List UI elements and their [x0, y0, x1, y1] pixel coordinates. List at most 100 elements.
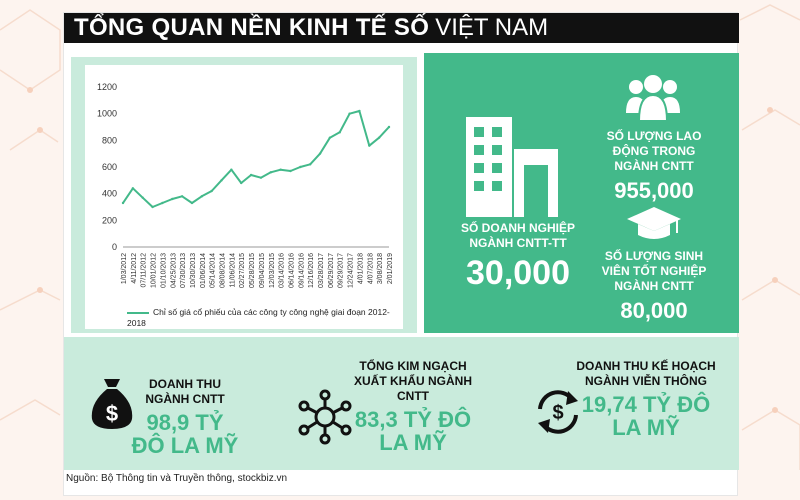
stat-workers-value: 955,000 — [614, 178, 694, 203]
stat-export-label: TỔNG KIM NGẠCH XUẤT KHẨU NGÀNH CNTT — [354, 359, 472, 403]
x-tick-label: 4/11/2012 — [131, 253, 138, 284]
stat-enterprises-value: 30,000 — [466, 254, 570, 292]
data-point — [141, 196, 144, 199]
data-point — [230, 168, 233, 171]
data-point — [289, 169, 292, 173]
stat-enterprises-label: SỐ DOANH NGHIỆP NGÀNH CNTT-TT — [460, 221, 575, 250]
svg-text:$: $ — [552, 402, 563, 424]
data-point — [328, 136, 332, 139]
dollar-cycle-icon: $ — [538, 390, 578, 434]
data-point — [180, 195, 184, 198]
data-point — [377, 136, 381, 139]
infographic-card: TỔNG QUAN NỀN KINH TẾ SỐ VIỆT NAM 0 200 400… — [63, 12, 739, 496]
data-point — [121, 201, 125, 205]
stat-plan: DOANH THU KẾ HOẠCH NGÀNH VIỄN THÔNG 19,7… — [576, 359, 716, 439]
x-tick-label: 1/03/2012 — [121, 253, 128, 284]
data-point — [279, 168, 282, 171]
stat-workers-label: SỐ LƯỢNG LAO ĐỘNG TRONG NGÀNH CNTT — [606, 129, 702, 173]
chart-plot-area: 0 200 400 600 800 1000 1200 1/03/2012 4/11/2012 0… — [85, 65, 403, 329]
x-tick-label: 2/01/2019 — [387, 253, 394, 284]
data-point — [358, 109, 361, 113]
x-tick-label: 09/04/2015 — [259, 253, 266, 288]
data-point — [190, 201, 194, 205]
stat-export-value: 83,3 TỶ ĐÔ LA MỸ — [354, 407, 472, 455]
y-tick-label: 800 — [102, 135, 117, 145]
data-point — [220, 179, 223, 182]
x-tick-label: 05/28/2015 — [249, 253, 256, 288]
y-tick-label: 1200 — [97, 82, 117, 92]
title-thin: VIỆT NAM — [435, 14, 549, 41]
x-tick-label: 09/29/2017 — [338, 253, 345, 288]
x-tick-label: 01/06/2014 — [200, 253, 207, 288]
x-tick-label: 12/24/2017 — [348, 253, 355, 288]
x-tick-label: 06/14/2016 — [288, 253, 295, 288]
graduation-cap-icon — [627, 207, 681, 239]
legend-swatch — [127, 311, 149, 314]
legend-label: Chỉ số giá cổ phiếu của các công ty công… — [127, 307, 390, 328]
building-icon — [466, 117, 558, 217]
x-tick-label: 09/14/2016 — [298, 253, 305, 288]
data-point — [368, 144, 371, 147]
data-point — [131, 187, 135, 190]
x-tick-label: 11/06/2014 — [229, 253, 236, 288]
money-bag-icon: $ — [91, 379, 133, 429]
title-bold: TỔNG QUAN NỀN KINH TẾ SỐ — [74, 14, 430, 41]
stat-export: TỔNG KIM NGẠCH XUẤT KHẨU NGÀNH CNTT 83,3… — [348, 359, 478, 454]
x-tick-label: 07/11/2012 — [141, 253, 148, 288]
y-tick-label: 0 — [112, 242, 117, 252]
stat-revenue-value: 98,9 TỶ ĐÔ LA MỸ — [131, 410, 239, 458]
stat-graduates-value: 80,000 — [620, 298, 688, 323]
svg-text:$: $ — [106, 401, 118, 426]
page-title: TỔNG QUAN NỀN KINH TẾ SỐ VIỆT NAM — [64, 13, 739, 43]
stat-plan-label: DOANH THU KẾ HOẠCH NGÀNH VIỄN THÔNG — [576, 359, 716, 388]
x-tick-label: 10/30/2013 — [190, 253, 197, 288]
y-tick-label: 600 — [102, 162, 117, 172]
stat-plan-value: 19,74 TỶ ĐÔ LA MỸ — [581, 392, 711, 440]
data-point — [318, 152, 322, 155]
data-point — [338, 131, 341, 134]
data-point — [151, 205, 154, 209]
data-point — [348, 112, 351, 115]
series-line — [122, 110, 390, 208]
chart-legend: Chỉ số giá cổ phiếu của các công ty công… — [127, 307, 397, 329]
data-point — [171, 197, 174, 201]
y-tick-label: 200 — [102, 215, 117, 225]
data-point — [161, 201, 164, 205]
x-tick-label: 3/08/2018 — [377, 253, 384, 284]
data-point — [387, 125, 391, 129]
stat-workers: SỐ LƯỢNG LAO ĐỘNG TRONG NGÀNH CNTT 955,0… — [594, 129, 714, 204]
chart-panel: 0 200 400 600 800 1000 1200 1/03/2012 4/11/2012 0… — [71, 57, 417, 333]
x-tick-label: 05/14/2014 — [210, 253, 217, 288]
x-tick-label: 10/01/2012 — [151, 253, 158, 288]
bottom-stats-panel: $ DOANH THU NGÀNH CNTT 98,9 TỶ ĐÔ LA MỸ … — [64, 337, 739, 470]
x-tick-label: 4/01/2018 — [357, 253, 364, 284]
network-icon — [298, 389, 352, 445]
x-tick-label: 01/10/2013 — [160, 253, 167, 288]
y-tick-label: 1000 — [97, 109, 117, 119]
data-point — [269, 171, 272, 174]
y-tick-label: 400 — [102, 189, 117, 199]
data-point — [308, 163, 312, 166]
stat-graduates-label: SỐ LƯỢNG SINH VIÊN TỐT NGHIỆP NGÀNH CNTT — [601, 249, 707, 293]
x-tick-label: 12/03/2015 — [269, 253, 276, 288]
data-point — [200, 195, 204, 198]
stat-revenue: DOANH THU NGÀNH CNTT 98,9 TỶ ĐÔ LA MỸ — [130, 377, 240, 457]
x-tick-label: 12/16/2016 — [308, 253, 315, 288]
people-group-icon — [626, 75, 680, 122]
x-tick-label: 4/07/2018 — [367, 253, 374, 284]
data-point — [249, 173, 253, 177]
x-tick-label: 02/27/2015 — [239, 253, 246, 288]
stat-graduates: SỐ LƯỢNG SINH VIÊN TỐT NGHIỆP NGÀNH CNTT… — [594, 249, 714, 324]
x-tick-label: 08/08/2014 — [220, 253, 227, 288]
data-point — [299, 165, 302, 169]
x-tick-label: 06/29/2017 — [328, 253, 335, 288]
stat-revenue-label: DOANH THU NGÀNH CNTT — [145, 377, 225, 406]
stat-enterprises: SỐ DOANH NGHIỆP NGÀNH CNTT-TT 30,000 — [448, 221, 588, 293]
data-point — [210, 189, 213, 193]
source-note: Nguồn: Bộ Thông tin và Truyền thông, sto… — [66, 473, 288, 484]
x-tick-label: 03/14/2016 — [279, 253, 286, 288]
x-tick-label: 07/30/2013 — [180, 253, 187, 288]
x-tick-label: 03/28/2017 — [318, 253, 325, 288]
